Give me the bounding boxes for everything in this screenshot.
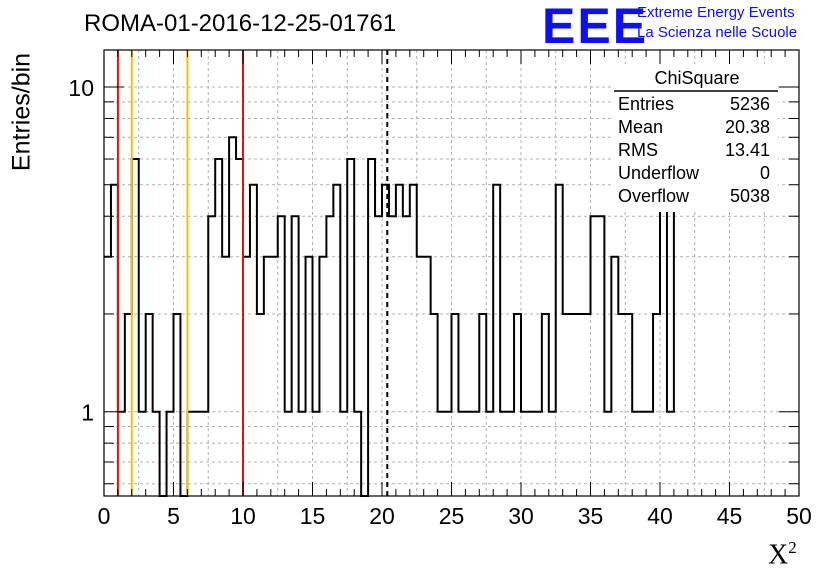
x-tick-label: 50 <box>786 503 812 529</box>
stats-box: ChiSquare Entries 5236 Mean 20.38 RMS 13.41 Und… <box>612 64 778 212</box>
histogram-bin <box>375 216 382 496</box>
histogram-marks <box>104 136 681 497</box>
histogram-bin <box>111 185 118 496</box>
histogram-bin <box>570 314 577 496</box>
x-tick-label: 15 <box>300 503 326 529</box>
x-tick-label: 5 <box>167 503 180 529</box>
histogram-bin <box>174 314 181 496</box>
histogram-bin <box>611 257 618 496</box>
histogram-bin <box>556 185 563 496</box>
histogram-bin <box>132 159 139 496</box>
histogram-bin <box>368 159 375 496</box>
x-tick-label: 10 <box>230 503 256 529</box>
stats-row-value: 20.38 <box>725 117 770 137</box>
histogram-bin <box>319 257 326 496</box>
histogram-bin <box>222 257 229 496</box>
x-tick-label: 30 <box>508 503 534 529</box>
histogram-bin <box>563 314 570 496</box>
x-tick-label: 25 <box>439 503 465 529</box>
histogram-bin <box>625 314 632 496</box>
histogram-bin <box>577 314 584 496</box>
histogram-bin <box>452 314 459 496</box>
histogram-bin <box>618 314 625 496</box>
histogram-bin <box>104 257 111 496</box>
histogram-bin <box>493 185 500 496</box>
histogram-bin <box>229 137 236 496</box>
stats-row-value: 5236 <box>730 94 770 114</box>
histogram-bin <box>514 314 521 496</box>
histogram-bin <box>591 216 598 496</box>
histogram-bin <box>306 257 313 496</box>
histogram-bin <box>542 314 549 496</box>
histogram-bin <box>403 216 410 496</box>
histogram-bin <box>215 159 222 496</box>
histogram-bin <box>597 216 604 496</box>
stats-row-label: Underflow <box>618 163 700 183</box>
stats-background <box>612 64 778 212</box>
x-tick-label: 20 <box>369 503 395 529</box>
stats-row-label: Entries <box>618 94 674 114</box>
stats-row-value: 5038 <box>730 186 770 206</box>
histogram-bin <box>424 257 431 496</box>
stats-title: ChiSquare <box>654 68 739 88</box>
x-tick-label: 35 <box>578 503 604 529</box>
x-tick-label: 40 <box>647 503 673 529</box>
histogram-bin <box>660 185 667 496</box>
histogram-bin <box>389 216 396 496</box>
x-tick-label: 45 <box>717 503 743 529</box>
histogram-bin <box>243 257 250 496</box>
chart-title: ROMA-01-2016-12-25-01761 <box>84 10 397 37</box>
histogram-series <box>104 136 681 497</box>
histogram-bin <box>431 314 438 496</box>
histogram-bin <box>125 314 132 496</box>
histogram-bin <box>653 314 660 496</box>
histogram-bin <box>250 185 257 496</box>
histogram-bin <box>347 159 354 496</box>
stats-row-label: Overflow <box>618 186 690 206</box>
y-tick-label: 10 <box>68 75 94 101</box>
histogram-bin <box>326 216 333 496</box>
histogram-bin <box>396 185 403 496</box>
histogram-bin <box>479 314 486 496</box>
histogram-bin <box>264 257 271 496</box>
y-tick-label: 1 <box>81 400 94 426</box>
stats-row-label: Mean <box>618 117 663 137</box>
histogram-bin <box>333 185 340 496</box>
histogram-bin <box>146 314 153 496</box>
x-axis-label-exponent: 2 <box>788 538 797 557</box>
histogram-bin <box>292 216 299 496</box>
histogram-bin <box>417 257 424 496</box>
eee-logo: EEE <box>542 0 649 54</box>
logo-text-line1: Extreme Energy Events <box>637 4 795 21</box>
axes <box>103 49 800 497</box>
histogram-bin <box>236 159 243 496</box>
stats-row-value: 13.41 <box>725 140 770 160</box>
stats-row-label: RMS <box>618 140 658 160</box>
x-axis-label: X2 <box>768 538 797 571</box>
x-tick-label: 0 <box>98 503 111 529</box>
tick-labels: 0 5 10 15 20 25 30 35 40 45 50 1 10 <box>68 75 811 529</box>
histogram-bin <box>208 216 215 496</box>
reference-lines <box>116 50 389 496</box>
histogram-bin <box>257 314 264 496</box>
stats-row-value: 0 <box>760 163 770 183</box>
histogram-bin <box>584 314 591 496</box>
histogram-bin <box>271 257 278 496</box>
histogram-bin <box>278 216 285 496</box>
x-axis-label-base: X <box>768 539 789 571</box>
logo-text-line2: La Scienza nelle Scuole <box>637 24 798 41</box>
histogram-bin <box>410 185 417 496</box>
